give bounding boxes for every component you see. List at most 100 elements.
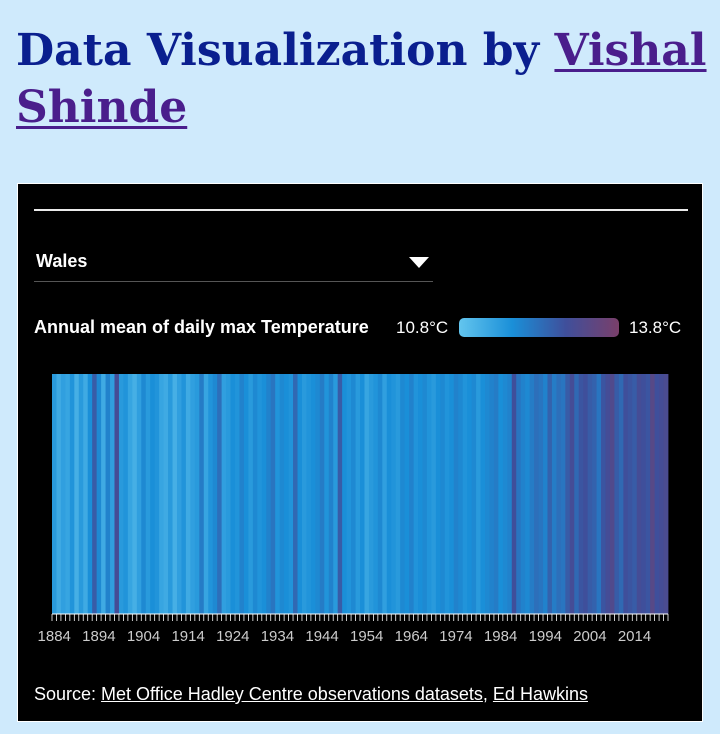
page-title: Data Visualization by Vishal Shinde: [16, 22, 716, 136]
stripe-1954: [364, 374, 370, 614]
stripe-1984: [498, 374, 504, 614]
stripe-1981: [484, 374, 490, 614]
stripe-2003: [583, 374, 589, 614]
stripe-2004: [587, 374, 593, 614]
stripe-1908: [159, 374, 164, 614]
stripe-1947: [333, 374, 339, 614]
legend-label: Annual mean of daily max Temperature: [34, 317, 369, 337]
x-tick-label: 1924: [216, 628, 249, 645]
stripe-1948: [337, 374, 343, 614]
stripe-2021: [663, 374, 669, 614]
stripe-1952: [355, 374, 361, 614]
stripe-1993: [538, 374, 544, 614]
region-dropdown[interactable]: Wales: [34, 244, 433, 282]
stripe-1962: [400, 374, 406, 614]
stripe-1893: [92, 374, 98, 614]
stripe-2018: [650, 374, 655, 614]
stripe-1905: [145, 374, 151, 614]
stripe-1992: [534, 374, 539, 614]
stripe-1906: [150, 374, 156, 614]
stripe-1894: [96, 374, 102, 614]
stripe-1949: [342, 374, 347, 614]
stripe-1969: [431, 374, 437, 614]
stripe-1963: [404, 374, 410, 614]
stripe-1909: [163, 374, 169, 614]
stripe-1970: [435, 374, 441, 614]
stripe-1900: [123, 374, 129, 614]
legend-max: 13.8°C: [629, 318, 682, 337]
stripe-1995: [547, 374, 553, 614]
source-prefix: Source:: [34, 684, 102, 704]
stripe-1933: [270, 374, 276, 614]
stripe-1960: [391, 374, 397, 614]
stripe-1915: [190, 374, 196, 614]
stripe-1926: [239, 374, 245, 614]
stripe-1956: [373, 374, 379, 614]
x-tick-label: 1904: [127, 628, 160, 645]
title-prefix: Data Visualization by: [16, 25, 555, 76]
stripe-1941: [306, 374, 312, 614]
stripe-2001: [574, 374, 580, 614]
stripe-2012: [623, 374, 629, 614]
stripe-1971: [440, 374, 446, 614]
x-tick-label: 1894: [82, 628, 115, 645]
stripe-1980: [480, 374, 486, 614]
chevron-down-icon: [409, 257, 429, 268]
x-tick-label: 1994: [529, 628, 562, 645]
stripe-2006: [596, 374, 602, 614]
stripe-2016: [641, 374, 647, 614]
stripe-1898: [114, 374, 120, 614]
chart-panel: Wales Annual mean of daily max Temperatu…: [17, 183, 703, 722]
legend-color-scale: [459, 318, 619, 337]
stripe-1923: [226, 374, 231, 614]
x-tick-label: 1914: [171, 628, 204, 645]
stripe-1896: [105, 374, 111, 614]
stripe-1932: [266, 374, 272, 614]
source-link-hawkins[interactable]: Ed Hawkins: [492, 684, 588, 704]
stripe-1913: [181, 374, 187, 614]
stripe-1904: [141, 374, 147, 614]
stripe-1977: [467, 374, 472, 614]
source-link-hadley[interactable]: Met Office Hadley Centre observations da…: [101, 684, 483, 704]
stripe-1988: [516, 374, 522, 614]
stripe-1955: [368, 374, 374, 614]
stripe-1918: [203, 374, 209, 614]
stripe-1895: [101, 374, 106, 614]
stripe-2020: [659, 374, 664, 614]
stripe-1975: [458, 374, 464, 614]
stripe-2017: [645, 374, 651, 614]
stripe-1939: [297, 374, 303, 614]
stripe-1951: [351, 374, 356, 614]
stripe-1921: [217, 374, 223, 614]
stripe-2013: [627, 374, 633, 614]
stripe-2019: [654, 374, 660, 614]
source-line: Source: Met Office Hadley Centre observa…: [34, 684, 588, 705]
stripe-1884: [52, 374, 57, 614]
top-divider: [34, 209, 688, 211]
x-tick-label: 2004: [573, 628, 606, 645]
stripe-2014: [632, 374, 638, 614]
stripe-1924: [230, 374, 236, 614]
stripe-1974: [453, 374, 459, 614]
stripe-1930: [257, 374, 263, 614]
stripe-1994: [543, 374, 548, 614]
stripe-1907: [154, 374, 160, 614]
stripe-1957: [377, 374, 383, 614]
stripe-1925: [235, 374, 240, 614]
stripe-2011: [618, 374, 624, 614]
stripe-1999: [565, 374, 571, 614]
stripe-1943: [315, 374, 321, 614]
stripe-1950: [346, 374, 352, 614]
stripe-1959: [386, 374, 392, 614]
stripe-1997: [556, 374, 562, 614]
stripe-1891: [83, 374, 89, 614]
stripe-1945: [324, 374, 330, 614]
stripe-1938: [293, 374, 298, 614]
stripe-1927: [243, 374, 249, 614]
stripe-1946: [328, 374, 334, 614]
warming-stripes-chart: 1884 1894 1904 1914 1924 1934 1944 1954 1964 1974…: [38, 374, 669, 645]
stripe-1935: [279, 374, 285, 614]
author-link[interactable]: Vishal Shinde: [16, 25, 707, 133]
stripe-1942: [310, 374, 316, 614]
x-tick-label: 1964: [395, 628, 428, 645]
